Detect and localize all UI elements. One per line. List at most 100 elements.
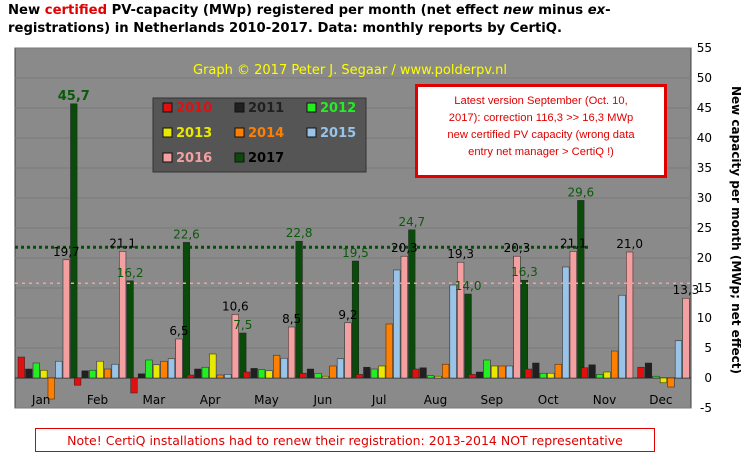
value-label-2016-aug: 19,3 [447,247,474,261]
legend-label-2014: 2014 [248,126,284,141]
bar-2014-dec [667,377,675,388]
bar-2010-dec [637,366,645,379]
y-tick-label: 30 [697,191,712,205]
bar-2015-jul [393,269,401,379]
value-label-2017-jul: 24,7 [398,215,425,229]
bar-2012-feb [89,369,97,379]
bar-2011-dec [644,362,653,379]
value-label-2016-apr: 10,6 [222,299,249,313]
bar-2010-jul [355,374,363,379]
bar-2010-feb [74,377,82,386]
bar-2013-jul [378,365,386,379]
bar-2011-jun [306,368,315,379]
x-tick-label-may: May [254,393,279,407]
bar-2013-jun [321,375,330,379]
bar-2010-aug [412,368,420,379]
bar-2015-dec [674,340,683,379]
bar-2012-apr [201,366,209,379]
value-label-2017-jun: 19,5 [342,246,369,260]
bar-2017-aug [464,293,472,379]
bar-2016-mar [175,338,183,379]
bar-2015-jan [55,360,63,379]
legend-swatch-2010 [162,102,173,113]
y-tick-label: 0 [704,371,712,385]
x-tick-label-mar: Mar [143,393,166,407]
y-tick-label: 15 [697,281,712,295]
bar-2013-may [265,370,273,379]
bar-2010-jun [299,372,307,379]
bar-2014-jan [47,377,55,400]
y-tick-label: 45 [697,101,712,115]
bar-2011-sep [475,371,484,379]
bar-2015-mar [167,358,176,379]
value-labels: 19,7 45,7 21,1 16,2 6,5 22,6 10,6 7,5 8,5 22,8 9,2… [53,89,699,338]
x-tick-label-dec: Dec [649,393,672,407]
legend-label-2011: 2011 [248,101,284,116]
legend-label-2013: 2013 [176,126,212,141]
value-label-2017-oct: 29,6 [567,185,594,199]
bar-2011-apr [194,368,202,379]
x-axis-labels: Jan Feb Mar Apr May Jun Jul Aug Sep Oct Nov Dec [31,393,673,407]
bar-2012-mar [145,359,153,379]
legend-label-2017: 2017 [248,151,284,166]
y-tick-label: 40 [697,131,712,145]
bar-2011-may [250,368,258,379]
bar-2016-nov [626,251,634,379]
bar-2015-may [280,357,288,379]
bar-2016-apr [231,314,239,379]
bar-2014-aug [442,363,450,379]
x-tick-label-oct: Oct [538,393,559,407]
bar-2014-feb [104,368,112,379]
y-axis-labels: -5 0 5 10 15 20 25 30 35 40 45 50 55 [697,41,712,415]
note-box: Note! CertiQ installations had to renew … [35,428,655,452]
y-tick-label: 50 [697,71,712,85]
bar-2015-sep [505,365,514,379]
bar-2013-oct [547,372,555,379]
value-label-2017-sep: 16,3 [511,265,538,279]
bar-2015-nov [618,294,626,379]
bar-2013-apr [209,353,217,379]
legend-label-2016: 2016 [176,151,212,166]
bar-2011-feb [81,370,89,379]
y-tick-label: 25 [697,221,712,235]
chart-title: New certified PV-capacity (MWp) register… [8,3,611,36]
x-tick-label-jun: Jun [312,393,332,407]
average-lines [15,245,691,284]
bar-2016-aug [457,261,465,379]
y-tick-label: 55 [697,41,712,55]
value-label-2016-oct: 21,1 [560,236,587,250]
bar-2010-mar [130,377,138,394]
bar-2010-sep [468,374,476,379]
x-tick-label-sep: Sep [481,393,504,407]
bar-2017-jul [408,229,416,379]
bar-2016-jul [400,255,408,379]
bar-2012-sep [483,359,491,379]
bar-2012-oct [539,372,547,379]
value-label-2016-jun: 9,2 [338,308,357,322]
legend-swatch-2017 [234,152,245,163]
value-label-2016-feb: 21,1 [109,236,136,250]
value-label-2017-may: 22,8 [286,226,313,240]
bar-2011-oct [532,362,540,379]
legend-swatch-2013 [162,127,173,138]
bar-2012-jul [370,368,378,379]
bar-2017-feb [126,280,134,379]
bar-2016-feb [119,251,127,379]
legend-swatch-2016 [162,152,173,163]
bar-2010-may [243,371,251,379]
bar-2016-jun [344,322,352,379]
bar-2016-oct [569,251,577,379]
bar-2014-mar [160,360,168,379]
value-label-2017-aug: 14,0 [455,279,482,293]
bar-2014-sep [498,365,506,379]
bar-2014-oct [554,363,562,379]
bar-2013-jan [40,369,48,379]
bar-2017-jun [351,260,360,379]
value-label-2017-jan: 45,7 [58,89,90,104]
x-tick-label-aug: Aug [424,393,447,407]
bar-2011-nov [588,364,596,379]
x-tick-label-nov: Nov [593,393,616,407]
legend-swatch-2014 [234,127,245,138]
bars [17,103,690,400]
